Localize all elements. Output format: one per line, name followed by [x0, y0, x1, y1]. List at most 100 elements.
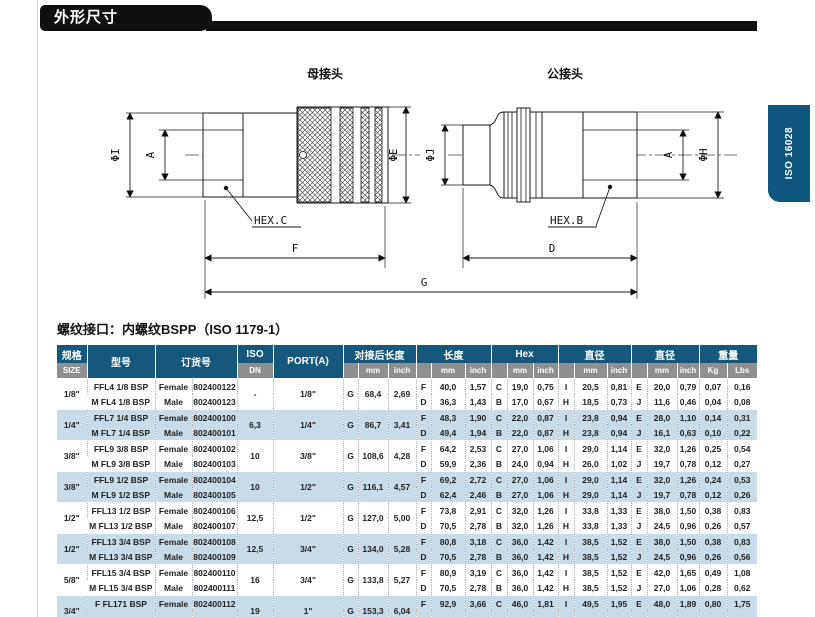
cell-hex-2: 1,81 [532, 595, 558, 611]
hex-c-label: HEX.C [254, 214, 287, 227]
cell-len-2: 2,78 [464, 549, 491, 565]
cell-dia1-1: 20,5 [573, 378, 607, 394]
cell-iso-dn: 10 [236, 440, 273, 472]
hex-b-label: HEX.B [550, 214, 583, 227]
cell-model [87, 611, 155, 617]
dim-phi-e-label: ΦE [387, 148, 400, 161]
col-coupled-length: 对接后长度 [342, 345, 416, 363]
cell-size: 3/8" [57, 471, 87, 503]
cell-dia1-2: 0,94 [606, 409, 631, 425]
cell-dia1-0: I [557, 471, 574, 487]
cell-dia1-1: 38,5 [573, 564, 607, 580]
cell-gender: Female [154, 595, 192, 611]
sub-mm: mm [357, 363, 388, 379]
cell-kg: 0,26 [698, 549, 727, 565]
cell-hex-1: 27,0 [506, 440, 533, 456]
cell-len-2: 3,19 [464, 564, 491, 580]
cell-dia1-2: 1,14 [606, 440, 631, 456]
cell-coupled-0: G [342, 378, 358, 410]
section-title: 外形尺寸 [40, 5, 212, 31]
cell-len-1: 36,3 [430, 394, 465, 410]
cell-lbs: 0,22 [726, 425, 757, 441]
cell-kg: 0,04 [698, 394, 727, 410]
cell-gender: Male [154, 394, 192, 410]
dim-phi-j-label: ΦJ [424, 148, 437, 161]
spec-table-body: 1/8" FFL4 1/8 BSP Female 802400122-1/8" G 68,… [57, 378, 757, 617]
cell-dia2-0: J [630, 580, 647, 596]
cell-hex-0: B [490, 456, 507, 472]
cell-len-2: 1,94 [464, 425, 491, 441]
cell-len-2: 3,18 [464, 533, 491, 549]
cell-port: 3/4" [272, 564, 343, 596]
male-hex-nut [582, 111, 638, 199]
cell-hex-0: C [490, 564, 507, 580]
cell-dia2-0: J [630, 518, 647, 534]
cell-model: M FL13 3/4 BSP [87, 549, 155, 565]
cell-len-1: 64,2 [430, 440, 465, 456]
cell-order-no: 802400111 [191, 580, 237, 596]
cell-len-1: 92,9 [430, 595, 465, 611]
cell-coupled-2: 4,28 [387, 440, 416, 472]
cell-dia1-1: 23,8 [573, 409, 607, 425]
cell-coupled-1: 86,7 [357, 409, 388, 441]
cell-port: 1/4" [272, 409, 343, 441]
sub-mm: mm [506, 363, 533, 379]
cell-kg: 0,80 [698, 595, 727, 611]
table-row: 3/4" F FL171 BSP Female 802400112 19 1" G 153,3… [57, 595, 757, 617]
cell-kg: 0,07 [698, 378, 727, 394]
cell-order-no: 802400110 [191, 564, 237, 580]
cell-kg: 0,14 [698, 409, 727, 425]
cell-model: FFL7 1/4 BSP [86, 409, 155, 425]
sub-blank [415, 363, 431, 379]
table-row: M FL4 1/8 BSP Male 802400123 D 36,3 1,43 B 17,0… [57, 394, 757, 410]
cell-coupled-1: 108,6 [357, 440, 388, 472]
cell-gender: Female [154, 533, 192, 549]
cell-lbs: 0,83 [726, 502, 757, 518]
cell-dia2-1: 28,0 [646, 409, 677, 425]
cell-iso-dn: 12,5 [236, 533, 273, 565]
cell-hex-2: 1,26 [532, 518, 558, 534]
cell-iso-dn: 19 [236, 595, 273, 617]
cell-hex-1: 22,0 [506, 425, 533, 441]
sub-blank [557, 363, 574, 379]
spec-table-head: 规格 型号 订货号 ISO PORT(A) 对接后长度 长度 Hex 直径 直径… [57, 345, 757, 379]
cell-len-1 [430, 611, 465, 617]
sub-blank [490, 363, 507, 379]
cell-kg: 0,38 [698, 533, 727, 549]
cell-order-no: 802400109 [191, 549, 237, 565]
spec-table-wrapper: 规格 型号 订货号 ISO PORT(A) 对接后长度 长度 Hex 直径 直径… [57, 345, 757, 617]
cell-model: M FL7 1/4 BSP [87, 425, 155, 441]
cell-dia1-1: 29,0 [573, 471, 607, 487]
cell-len-2: 1,57 [464, 378, 491, 394]
cell-hex-1: 36,0 [506, 549, 533, 565]
cell-dia2-2: 0,78 [676, 456, 699, 472]
cell-hex-2: 1,42 [532, 533, 558, 549]
cell-hex-0: B [490, 549, 507, 565]
cell-dia1-1: 29,0 [573, 487, 607, 503]
table-row: M FL13 1/2 BSP Male 802400107 D 70,5 2,78 B 32,… [57, 518, 757, 534]
cell-dia2-0 [630, 611, 647, 617]
cell-hex-0: B [490, 518, 507, 534]
cell-hex-0: B [490, 394, 507, 410]
cell-dia2-0: E [630, 502, 647, 518]
cell-model: FFL9 3/8 BSP [86, 440, 155, 456]
cell-hex-0: B [490, 487, 507, 503]
dim-d-label: D [549, 242, 556, 255]
iso-standard-tab: ISO 16028 [768, 105, 810, 202]
cell-hex-2: 0,75 [532, 378, 558, 394]
cell-dia1-0: H [557, 580, 574, 596]
cell-coupled-2: 5,27 [387, 564, 416, 596]
cell-hex-2: 1,26 [532, 502, 558, 518]
cell-len-1: 73,8 [430, 502, 465, 518]
cell-order-no: 802400108 [191, 533, 237, 549]
cell-dia1-0: I [557, 595, 574, 611]
table-row: M FL9 3/8 BSP Male 802400103 D 59,9 2,36 B 24,0… [57, 456, 757, 472]
cell-size: 5/8" [57, 564, 87, 596]
cell-size: 1/2" [57, 502, 87, 534]
cell-dia1-0: H [557, 425, 574, 441]
cell-order-no: 802400100 [191, 409, 237, 425]
cell-dia1-2: 1,52 [606, 533, 631, 549]
cell-dia1-0: I [557, 564, 574, 580]
cell-size: 1/2" [57, 533, 87, 565]
cell-coupled-2: 5,00 [387, 502, 416, 534]
